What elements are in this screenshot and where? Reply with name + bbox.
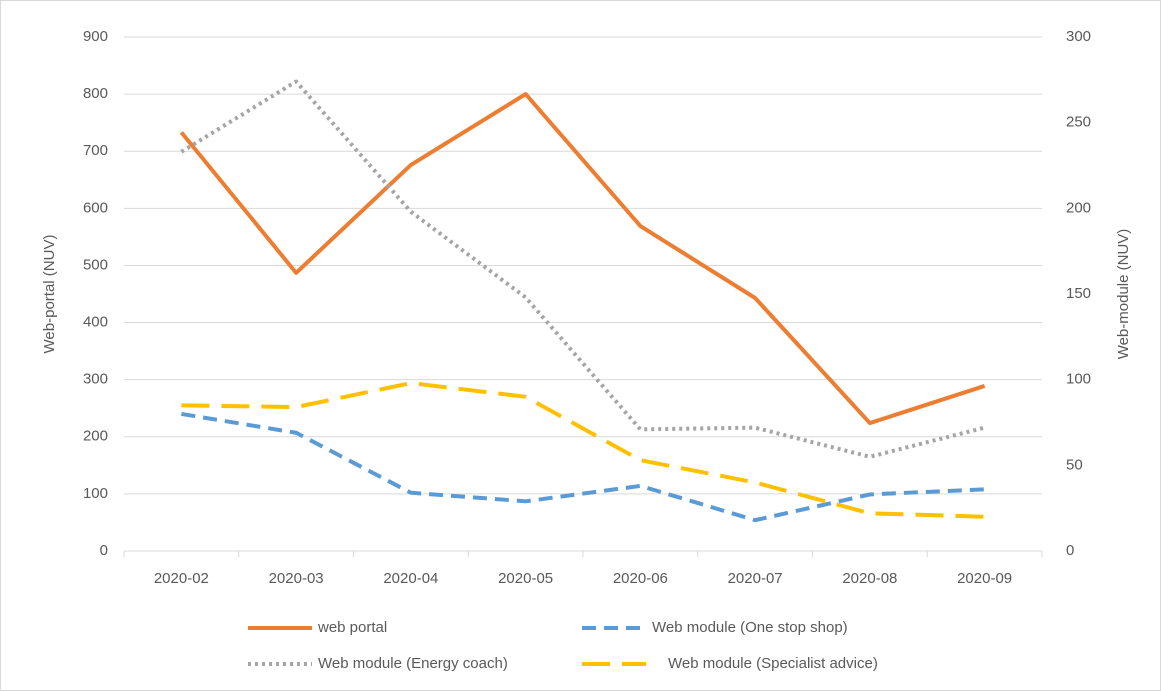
series-line	[181, 411, 985, 523]
y2-tick-label: 50	[1066, 456, 1083, 473]
x-tick-label: 2020-09	[957, 570, 1012, 587]
series-line	[179, 92, 986, 426]
y-tick-label: 900	[83, 28, 108, 45]
legend-label: Web module (Energy coach)	[318, 655, 508, 672]
y-tick-label: 700	[83, 142, 108, 159]
legend-label: Web module (One stop shop)	[652, 619, 848, 636]
y-tick-label: 100	[83, 485, 108, 502]
x-tick-label: 2020-02	[154, 570, 209, 587]
y-tick-label: 0	[100, 542, 108, 559]
y2-tick-label: 200	[1066, 199, 1091, 216]
x-tick-label: 2020-04	[383, 570, 438, 587]
series-line	[180, 79, 986, 459]
y2-tick-label: 100	[1066, 371, 1091, 388]
y2-tick-label: 250	[1066, 114, 1091, 131]
x-tick-label: 2020-05	[498, 570, 553, 587]
x-tick-label: 2020-03	[269, 570, 324, 587]
y-axis-label: Web-portal (NUV)	[41, 235, 58, 354]
y2-tick-label: 0	[1066, 542, 1074, 559]
y-tick-label: 300	[83, 371, 108, 388]
y-tick-label: 600	[83, 199, 108, 216]
series-line	[181, 381, 985, 519]
x-tick-label: 2020-07	[728, 570, 783, 587]
y-tick-label: 800	[83, 85, 108, 102]
y-tick-label: 500	[83, 256, 108, 273]
y-tick-label: 400	[83, 314, 108, 331]
y2-tick-label: 300	[1066, 28, 1091, 45]
legend-label: Web module (Specialist advice)	[668, 655, 878, 672]
x-tick-label: 2020-06	[613, 570, 668, 587]
x-tick-label: 2020-08	[842, 570, 897, 587]
legend-label: web portal	[317, 619, 387, 636]
y2-tick-label: 150	[1066, 285, 1091, 302]
y-tick-label: 200	[83, 428, 108, 445]
y2-axis-label: Web-module (NUV)	[1115, 229, 1132, 360]
